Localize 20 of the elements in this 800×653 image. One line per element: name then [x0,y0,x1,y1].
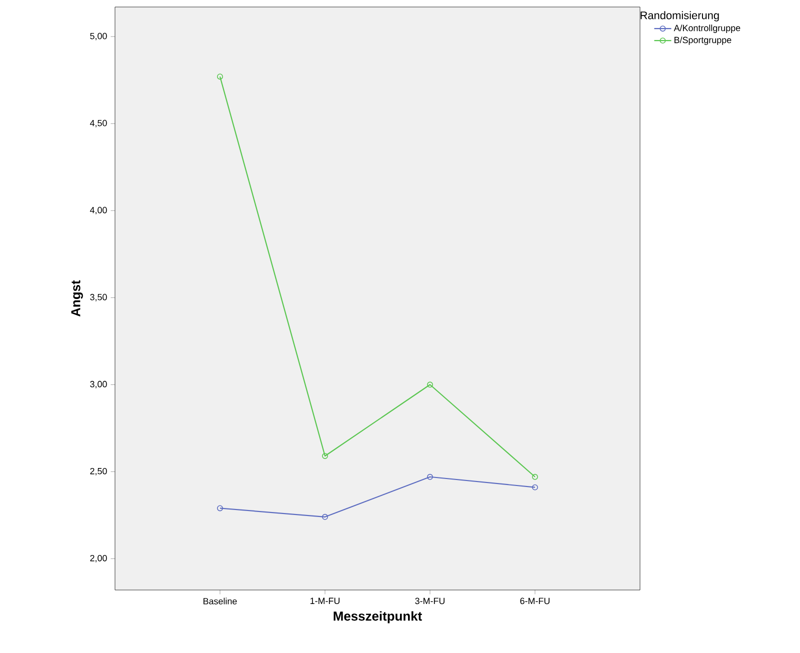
legend-title: Randomisierung [640,11,719,22]
y-tick-label: 3,00 [90,380,107,388]
y-tick-label: 5,00 [90,32,107,40]
x-tick-label: Baseline [204,598,237,604]
y-tick-label: 4,00 [90,206,107,214]
point [427,474,433,480]
legend-label: A/Kontrollgruppe [674,24,740,33]
y-tick-label: 2,50 [90,468,107,476]
x-axis-title: Messzeitpunkt [334,611,422,624]
point [322,453,328,459]
y-tick-label: 4,50 [90,120,107,128]
x-tick-label: 1-M-FU [310,598,340,604]
point [322,514,328,520]
x-tick-label: 3-M-FU [415,598,444,604]
legend-label: B/Sportgruppe [674,36,732,45]
y-axis-title: Angst [71,280,83,317]
y-tick-label: 2,00 [90,554,107,562]
x-tick-label: 6-M-FU [520,598,550,604]
y-tick-label: 3,50 [90,294,107,302]
point [427,382,433,388]
